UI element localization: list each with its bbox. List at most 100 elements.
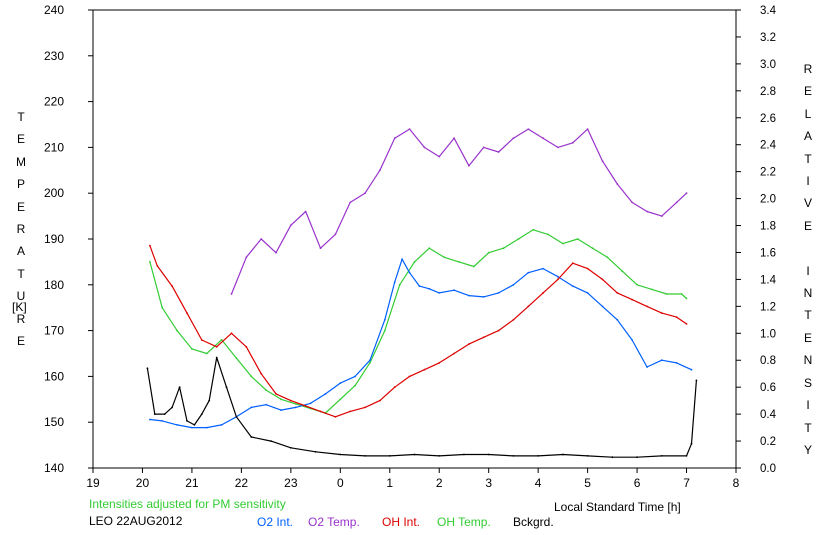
data-point-oh-temp [473, 265, 475, 268]
data-point-o2-temp [453, 137, 455, 140]
data-point-oh-int [230, 332, 233, 335]
data-point-oh-int [646, 305, 648, 308]
data-point-o2-temp [616, 183, 619, 185]
data-point-oh-temp [651, 288, 653, 291]
data-point-bckgrd [695, 379, 698, 382]
data-point-o2-int [690, 368, 693, 371]
x-axis-label: Local Standard Time [h] [554, 500, 681, 514]
data-point-bckgrd [339, 453, 342, 456]
data-point-oh-int [186, 312, 188, 314]
data-point-bckgrd [215, 356, 218, 359]
data-point-o2-temp [334, 233, 337, 236]
data-point-oh-temp [458, 261, 460, 263]
data-point-o2-int [176, 424, 179, 426]
data-point-o2-int [468, 294, 470, 297]
x-tick-label: 8 [733, 476, 740, 490]
data-point-oh-temp [339, 398, 342, 401]
data-point-oh-temp [205, 352, 208, 355]
y-right-tick-label: 0.8 [760, 355, 776, 367]
y-left-tick-label: 140 [44, 461, 64, 475]
series-line-oh-int [149, 245, 687, 418]
y-right-tick-label: 3.0 [760, 59, 776, 71]
legend-oh-temp: OH Temp. [437, 515, 491, 529]
chart-note: Intensities adjusted for PM sensitivity [89, 497, 286, 511]
data-point-o2-temp [423, 146, 426, 149]
data-point-o2-temp [468, 164, 470, 167]
data-point-o2-int [482, 296, 485, 298]
right-axis-ticks: 0.0 0.2 0.4 0.6 0.8 1.0 1.2 1.4 1.6 1.8 2.0 2.2 2.4 2… [736, 5, 777, 475]
series-line-oh-temp [149, 229, 687, 414]
data-point-o2-temp [571, 141, 574, 144]
data-point-oh-temp [665, 293, 668, 295]
y-left-tick-label: 170 [44, 324, 64, 338]
data-point-bckgrd [163, 413, 166, 415]
data-point-bckgrd [193, 424, 196, 426]
series-line-bckgrd [146, 356, 697, 458]
data-point-oh-temp [265, 389, 267, 391]
series-lines [146, 128, 698, 459]
data-point-oh-temp [161, 306, 164, 309]
data-point-oh-int [245, 345, 248, 348]
data-point-oh-temp [576, 238, 579, 240]
data-point-bckgrd [314, 450, 317, 453]
x-tick-label: 23 [284, 476, 298, 490]
data-point-o2-temp [260, 238, 263, 240]
data-point-bckgrd [512, 455, 515, 457]
x-tick-label: 20 [136, 476, 150, 490]
data-point-bckgrd [611, 456, 614, 459]
data-point-oh-int [601, 278, 604, 281]
data-point-bckgrd [289, 446, 292, 449]
data-point-o2-temp [675, 201, 678, 204]
data-point-bckgrd [660, 455, 663, 457]
data-point-bckgrd [685, 455, 688, 457]
data-point-o2-int [571, 285, 574, 287]
x-tick-label: 22 [235, 476, 249, 490]
data-point-oh-temp [250, 375, 253, 378]
data-point-oh-temp [532, 228, 535, 231]
data-point-oh-int [349, 410, 352, 413]
data-point-o2-temp [631, 201, 633, 204]
data-point-o2-int [631, 339, 633, 341]
data-point-oh-int [660, 312, 663, 314]
data-point-bckgrd [153, 413, 156, 415]
x-tick-label: 6 [634, 476, 641, 490]
data-point-oh-temp [191, 348, 193, 350]
y-right-tick-label: 2.0 [760, 194, 776, 206]
data-point-bckgrd [388, 455, 391, 457]
data-point-o2-int [616, 318, 619, 321]
data-point-oh-int [275, 393, 277, 395]
data-point-oh-int [171, 285, 174, 287]
data-point-bckgrd [186, 420, 188, 422]
y-right-tick-label: 2.4 [760, 140, 777, 152]
data-point-o2-int [428, 287, 431, 290]
data-point-o2-temp [646, 210, 648, 213]
data-point-oh-temp [591, 247, 594, 250]
data-point-o2-int [220, 424, 223, 426]
data-point-o2-int [418, 285, 421, 287]
legend-o2-temp: O2 Temp. [308, 515, 360, 529]
data-point-bckgrd [235, 415, 238, 418]
data-point-oh-temp [562, 242, 564, 245]
data-point-o2-int [438, 292, 441, 294]
data-point-o2-int [512, 283, 515, 286]
data-point-bckgrd [146, 367, 149, 370]
data-point-o2-temp [497, 151, 500, 153]
data-point-bckgrd [463, 453, 465, 456]
data-point-o2-int [339, 382, 342, 384]
left-axis-title: TEMPERATURE [16, 110, 26, 349]
data-point-bckgrd [537, 455, 540, 457]
data-point-bckgrd [636, 456, 638, 459]
data-point-o2-temp [275, 251, 277, 254]
data-point-o2-int [161, 420, 164, 422]
data-point-oh-temp [685, 297, 688, 300]
data-point-o2-temp [482, 146, 485, 149]
y-right-tick-label: 0.4 [760, 409, 777, 421]
data-point-o2-int [354, 375, 356, 378]
data-point-oh-int [527, 305, 530, 308]
data-point-oh-temp [235, 357, 238, 359]
data-point-oh-temp [413, 261, 416, 263]
data-point-bckgrd [487, 453, 490, 456]
x-tick-label: 2 [436, 476, 443, 490]
data-point-o2-int [309, 402, 312, 405]
data-point-o2-int [586, 292, 589, 294]
